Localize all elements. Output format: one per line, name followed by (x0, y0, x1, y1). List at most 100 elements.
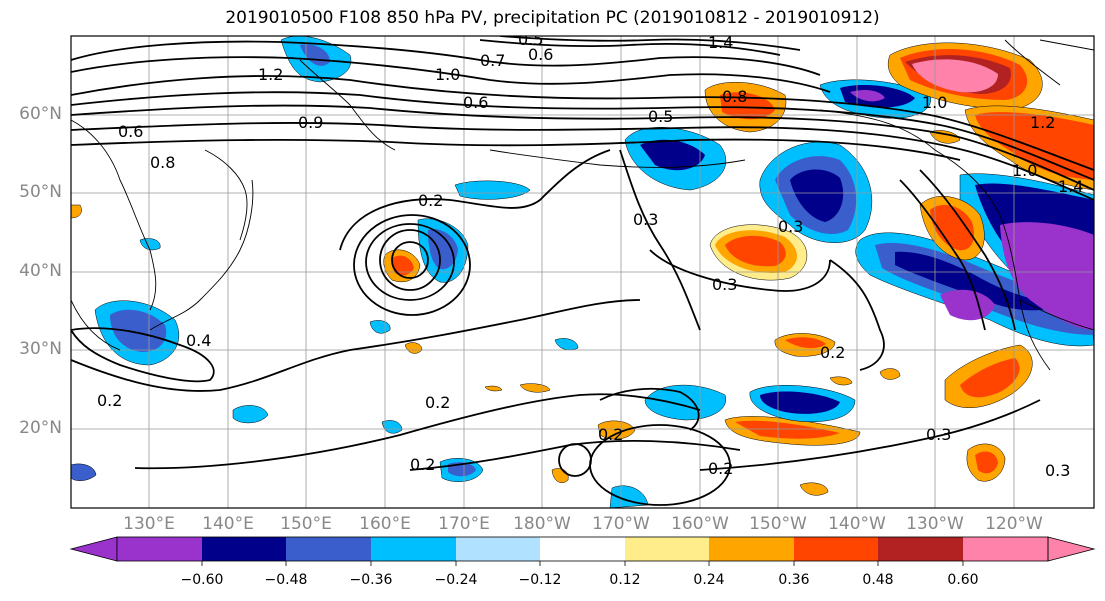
colorbar-tick-label: −0.48 (264, 572, 308, 588)
contour-label: 0.2 (418, 191, 443, 210)
contour-label: 0.2 (410, 455, 435, 474)
precip-positive-region (975, 451, 998, 474)
contour-label: 0.6 (463, 93, 488, 112)
lon-tick-label: 140°E (202, 514, 254, 534)
lon-tick-label: 140°W (828, 514, 886, 534)
precip-negative-region (640, 139, 705, 171)
precip-positive-region (725, 235, 786, 267)
contour-label: 0.6 (528, 45, 553, 64)
precip-negative-region (232, 405, 269, 424)
contour-label: 1.2 (258, 65, 283, 84)
contour-label: 1.0 (1012, 161, 1037, 180)
map-graticule (71, 36, 1094, 508)
precip-positive-region (960, 358, 1020, 398)
colorbar-bin (540, 537, 625, 561)
contour-label: 0.2 (708, 459, 733, 478)
contour-label: 0.7 (480, 51, 505, 70)
precip-positive-region (930, 204, 975, 251)
precip-positive-region (392, 255, 414, 276)
precip-negative-region (381, 420, 403, 434)
precip-negative-region (110, 309, 167, 352)
colorbar-bin (625, 537, 709, 561)
colorbar-bin (963, 537, 1048, 561)
precip-negative-region (554, 338, 579, 351)
precip-negative-region (428, 229, 458, 270)
precip-positive-region (879, 368, 901, 380)
contour-label: 1.4 (708, 33, 733, 52)
contour-labels: 1.4 0.5 0.7 0.6 1.0 1.2 0.8 0.6 0.5 0.9 … (97, 33, 1083, 480)
precip-negative-region (644, 384, 726, 421)
contour-label: 0.9 (298, 113, 323, 132)
precip-positive-region (975, 112, 1094, 180)
contour-label: 0.2 (97, 391, 122, 410)
colorbar-tick-label: 0.24 (693, 572, 725, 588)
colorbar-bin (456, 537, 540, 561)
map-plot-area: 1.4 0.5 0.7 0.6 1.0 1.2 0.8 0.6 0.5 0.9 … (71, 33, 1094, 508)
lon-tick-label: 180°W (513, 514, 571, 534)
colorbar-tick-label: −0.36 (349, 572, 393, 588)
precip-positive-region (912, 59, 998, 93)
precip-positive-region (735, 420, 840, 439)
precip-negative-region (790, 169, 844, 222)
contour-label: 0.5 (648, 107, 673, 126)
colorbar-tick-label: −0.24 (434, 572, 478, 588)
precip-negative-region (760, 391, 840, 414)
precip-positive-region (829, 376, 853, 386)
colorbar-tick-label: 0.60 (947, 572, 979, 588)
lon-tick-label: 160°E (359, 514, 411, 534)
colorbar-bin (202, 537, 286, 561)
colorbar-bin (878, 537, 963, 561)
lon-tick-label: 150°W (749, 514, 807, 534)
contour-label: 0.3 (1045, 461, 1070, 480)
precip-negative-region (850, 90, 885, 102)
precip-negative-region (895, 251, 1060, 311)
map-title: 2019010500 F108 850 hPa PV, precipitatio… (225, 8, 880, 28)
pv-contours (71, 36, 1094, 506)
contour-label: 1.2 (1030, 113, 1055, 132)
contour-label: 0.3 (778, 217, 803, 236)
precip-positive-region (785, 337, 826, 349)
precip-negative-region (454, 180, 531, 200)
lat-tick-label: 20°N (19, 418, 62, 438)
colorbar-tick-label: 0.12 (609, 572, 641, 588)
contour-label: 0.2 (820, 343, 845, 362)
contour-label: 1.0 (922, 93, 947, 112)
colorbar-tick-label: −0.60 (180, 572, 224, 588)
precip-positive-region (484, 385, 503, 392)
colorbar-tick-label: −0.12 (518, 572, 562, 588)
precip-positive-region (597, 420, 636, 440)
contour-label: 0.3 (712, 275, 737, 294)
lon-tick-label: 130°W (906, 514, 964, 534)
contour-label: 0.2 (598, 425, 623, 444)
colorbar-tick-label: 0.48 (862, 572, 894, 588)
contour-label: 0.8 (722, 87, 747, 106)
precip-positive-region (519, 383, 551, 393)
contour-label: 0.2 (425, 393, 450, 412)
precip-positive-region (720, 92, 775, 120)
contour-label: 0.6 (118, 122, 143, 141)
contour-label: 0.8 (150, 153, 175, 172)
colorbar (69, 536, 1096, 566)
lat-tick-label: 60°N (19, 104, 62, 124)
lat-tick-label: 40°N (19, 261, 62, 281)
contour-label: 0.4 (186, 331, 211, 350)
precip-negative-region (1000, 222, 1094, 330)
lon-tick-label: 160°W (671, 514, 729, 534)
precip-negative-region (71, 463, 97, 481)
contour-label: 1.0 (435, 65, 460, 84)
lat-tick-label: 50°N (19, 182, 62, 202)
colorbar-extend-high (1047, 536, 1096, 562)
lon-tick-label: 120°W (985, 514, 1043, 534)
map-frame (70, 35, 1095, 509)
lon-tick-label: 170°W (592, 514, 650, 534)
lon-tick-label: 150°E (280, 514, 332, 534)
colorbar-tick-label: 0.36 (778, 572, 810, 588)
lat-tick-label: 30°N (19, 339, 62, 359)
precip-shading (71, 36, 1094, 508)
colorbar-bin (117, 537, 202, 561)
colorbar-bin (794, 537, 878, 561)
colorbar-bin (286, 537, 371, 561)
precip-positive-region (799, 482, 829, 496)
contour-label: 1.4 (1058, 177, 1083, 196)
